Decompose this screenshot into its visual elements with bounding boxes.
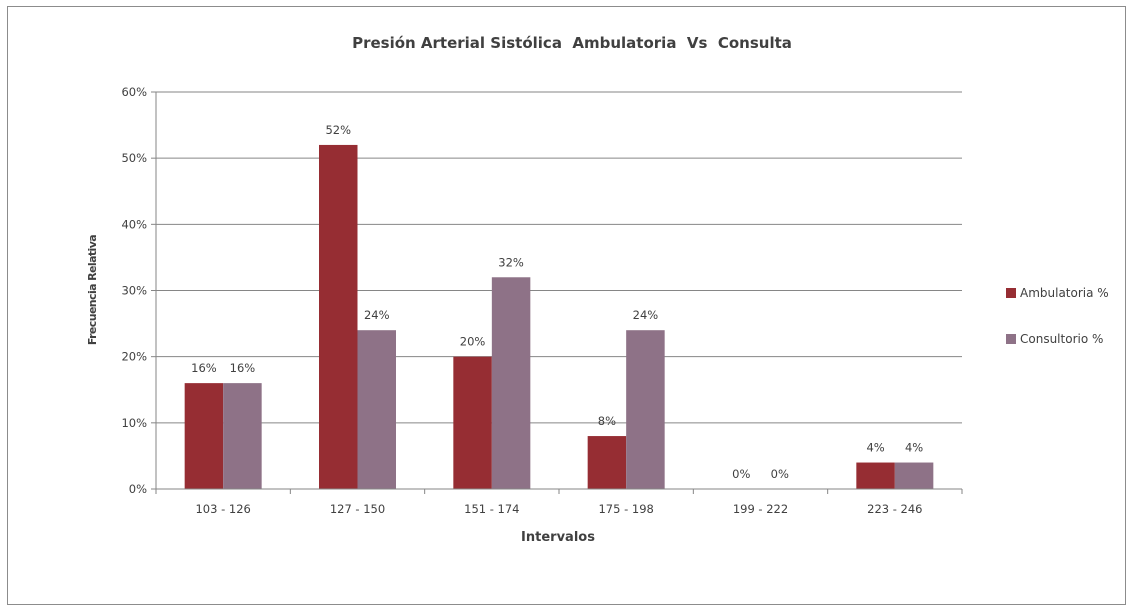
legend-swatch xyxy=(1006,334,1016,344)
y-tick-label: 30% xyxy=(121,284,147,298)
x-axis-title: Intervalos xyxy=(521,530,595,545)
bar-consultorio xyxy=(223,383,262,489)
gridlines xyxy=(156,91,962,424)
bar-consultorio xyxy=(894,462,934,489)
chart-title: Presión Arterial Sistólica Ambulatoria V… xyxy=(352,34,792,52)
legend: Ambulatoria % Consultorio % xyxy=(1006,286,1109,346)
data-label: 4% xyxy=(866,441,884,455)
y-tick-label: 50% xyxy=(121,151,147,165)
bar-ambulatoria xyxy=(587,436,627,489)
data-label: 32% xyxy=(498,255,524,269)
bar-ambulatoria xyxy=(453,356,492,489)
data-label: 24% xyxy=(364,308,390,322)
chart-frame xyxy=(7,6,1126,605)
y-tick-label: 10% xyxy=(121,416,147,430)
bar-ambulatoria xyxy=(319,144,358,489)
data-label: 4% xyxy=(905,441,923,455)
legend-label: Consultorio % xyxy=(1020,332,1103,346)
bar-consultorio xyxy=(491,277,531,489)
data-labels: 16% 52% 20% 8% 0% 4% 16% 24% 32% 24% 0% 4% xyxy=(191,123,923,481)
y-tick-label: 60% xyxy=(121,85,147,99)
data-label: 20% xyxy=(460,335,486,349)
y-axis-ticks: 0% 10% 20% 30% 40% 50% 60% xyxy=(121,85,156,496)
y-axis-title: Frecuencia Relativa xyxy=(86,235,99,345)
bar-consultorio xyxy=(357,330,396,489)
x-tick-label: 223 - 246 xyxy=(867,502,922,516)
x-tick-label: 151 - 174 xyxy=(464,502,519,516)
y-tick-label: 20% xyxy=(121,350,147,364)
y-tick-label: 0% xyxy=(129,482,147,496)
legend-label: Ambulatoria % xyxy=(1020,286,1109,300)
x-tick-label: 199 - 222 xyxy=(733,502,788,516)
x-tick-label: 103 - 126 xyxy=(195,502,250,516)
data-label: 24% xyxy=(633,308,659,322)
x-axis-ticks: 103 - 126 127 - 150 151 - 174 175 - 198 199 … xyxy=(155,489,963,516)
data-label: 0% xyxy=(771,467,789,481)
x-tick-label: 175 - 198 xyxy=(598,502,653,516)
legend-swatch xyxy=(1006,288,1016,298)
data-label: 16% xyxy=(230,361,256,375)
data-label: 16% xyxy=(191,361,217,375)
bars xyxy=(184,144,934,489)
bar-consultorio xyxy=(626,330,665,489)
bar-ambulatoria xyxy=(856,462,895,489)
y-tick-label: 40% xyxy=(121,217,147,231)
data-label: 0% xyxy=(732,467,750,481)
data-label: 8% xyxy=(598,414,616,428)
bar-ambulatoria xyxy=(184,383,224,489)
x-tick-label: 127 - 150 xyxy=(330,502,385,516)
data-label: 52% xyxy=(325,123,351,137)
